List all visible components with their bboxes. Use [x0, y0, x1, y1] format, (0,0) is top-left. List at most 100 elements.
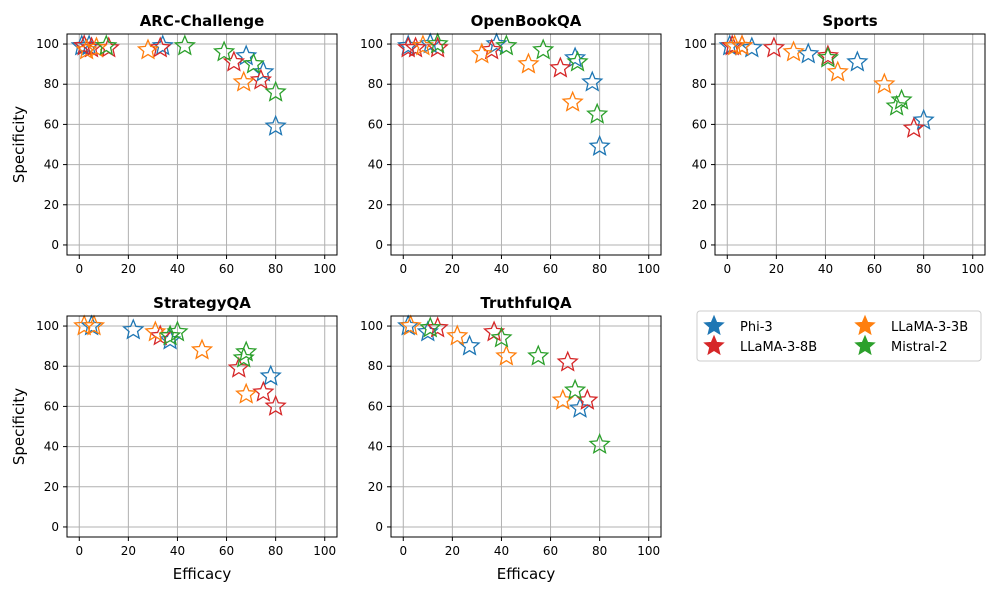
x-tick-label: 60	[867, 262, 882, 276]
data-point-mistral-2	[95, 34, 118, 56]
data-point-mistral-2	[816, 46, 840, 68]
data-point-mistral-2	[588, 432, 611, 455]
x-tick-label: 80	[916, 262, 931, 276]
x-tick-label: 20	[121, 262, 136, 276]
x-tick-label: 80	[268, 262, 283, 276]
legend-marker-phi-3	[703, 314, 725, 336]
data-point-llama-3-3b	[136, 38, 160, 60]
data-point-mistral-2	[885, 94, 908, 116]
x-tick-label: 60	[543, 544, 558, 558]
x-tick-label: 80	[268, 544, 283, 558]
data-point-phi-3	[458, 334, 481, 356]
plot-frame	[714, 33, 986, 256]
y-tick-label: 60	[368, 399, 383, 413]
data-point-llama-3-3b	[85, 36, 108, 58]
data-point-mistral-2	[264, 80, 287, 102]
data-point-llama-3-3b	[873, 72, 896, 94]
y-tick-label: 20	[44, 480, 59, 494]
x-tick-label: 100	[961, 262, 984, 276]
x-tick-label: 40	[170, 262, 185, 276]
data-point-phi-3	[846, 50, 869, 72]
data-point-mistral-2	[235, 340, 258, 362]
data-point-phi-3	[151, 34, 174, 56]
data-point-llama-3-3b	[235, 382, 258, 404]
x-tick-label: 0	[75, 544, 83, 558]
data-point-mistral-2	[890, 88, 913, 110]
legend-box	[696, 310, 982, 362]
data-point-mistral-2	[586, 102, 609, 124]
y-tick-label: 60	[368, 117, 383, 131]
x-tick-label: 20	[769, 262, 784, 276]
data-point-llama-3-8b	[227, 356, 250, 378]
y-tick-label: 60	[692, 117, 707, 131]
x-tick-label: 100	[637, 544, 660, 558]
panel-title: OpenBookQA	[471, 12, 582, 30]
panel-sports: 0 20 40 60 80 100 0 20 40 60 80 100 Sports	[684, 12, 986, 276]
x-tick-label: 100	[637, 262, 660, 276]
y-tick-label: 100	[36, 37, 59, 51]
y-tick-label: 40	[44, 440, 59, 454]
data-point-llama-3-8b	[816, 44, 840, 66]
data-point-llama-3-3b	[446, 324, 469, 346]
data-point-llama-3-3b	[723, 34, 746, 56]
panel-openbookqa: 0 20 40 60 80 100 0 20 40 60 80 100 OpenBookQA	[360, 12, 662, 276]
data-point-llama-3-8b	[249, 68, 273, 90]
data-point-mistral-2	[173, 34, 196, 56]
y-tick-label: 40	[368, 440, 383, 454]
panel-strategyqa: 0 20 40 60 80 100 0 20 40 60 80 100 StrategyQA Specif…	[10, 294, 338, 583]
data-point-llama-3-8b	[902, 116, 925, 138]
data-point-llama-3-3b	[517, 52, 540, 74]
data-point-mistral-2	[426, 32, 449, 54]
x-tick-label: 20	[121, 544, 136, 558]
y-tick-label: 0	[699, 238, 707, 252]
data-point-phi-3	[740, 36, 763, 58]
x-tick-label: 100	[313, 544, 336, 558]
y-tick-label: 100	[684, 37, 707, 51]
y-tick-label: 60	[44, 117, 59, 131]
data-point-llama-3-8b	[404, 36, 427, 58]
data-point-llama-3-3b	[399, 314, 422, 336]
data-point-llama-3-3b	[495, 344, 518, 366]
y-axis-label: Specificity	[10, 388, 28, 465]
panel-arc-challenge: 0 20 40 60 80 100 0 20 40 60 80 100 ARC-Challenge Spe…	[10, 12, 338, 276]
data-point-llama-3-8b	[222, 50, 246, 72]
legend-label-mistral-2: Mistral-2	[891, 340, 948, 355]
y-tick-label: 80	[368, 77, 383, 91]
x-tick-label: 100	[313, 262, 336, 276]
x-tick-label: 20	[445, 544, 460, 558]
x-tick-label: 60	[219, 262, 234, 276]
x-tick-label: 80	[592, 262, 607, 276]
y-tick-label: 100	[360, 37, 383, 51]
panel-title: TruthfulQA	[480, 294, 572, 312]
data-point-llama-3-8b	[480, 38, 503, 60]
data-point-mistral-2	[495, 34, 518, 56]
y-tick-label: 60	[44, 399, 59, 413]
legend-marker-mistral-2	[854, 334, 876, 356]
data-point-llama-3-8b	[556, 350, 579, 372]
data-point-llama-3-8b	[149, 36, 172, 58]
data-point-phi-3	[259, 364, 282, 386]
x-tick-label: 80	[592, 544, 607, 558]
data-point-llama-3-3b	[826, 60, 849, 82]
y-tick-label: 40	[44, 158, 59, 172]
data-point-llama-3-3b	[232, 70, 255, 92]
y-tick-label: 40	[368, 158, 383, 172]
legend-label-phi-3: Phi-3	[740, 320, 773, 335]
y-tick-label: 0	[51, 520, 59, 534]
y-tick-label: 0	[51, 238, 59, 252]
panels: 0 20 40 60 80 100 0 20 40 60 80 100 ARC-Challenge Spe…	[10, 12, 986, 583]
data-point-mistral-2	[563, 378, 587, 400]
data-point-phi-3	[588, 134, 611, 156]
data-point-llama-3-8b	[426, 316, 449, 338]
y-tick-label: 20	[368, 480, 383, 494]
y-tick-label: 0	[375, 520, 383, 534]
data-point-llama-3-3b	[82, 314, 106, 336]
data-point-phi-3	[122, 318, 145, 340]
y-tick-label: 100	[36, 319, 59, 333]
x-tick-label: 0	[399, 544, 407, 558]
data-point-llama-3-3b	[551, 388, 574, 410]
data-point-mistral-2	[527, 344, 550, 366]
x-tick-label: 60	[219, 544, 234, 558]
data-point-llama-3-3b	[144, 320, 167, 342]
